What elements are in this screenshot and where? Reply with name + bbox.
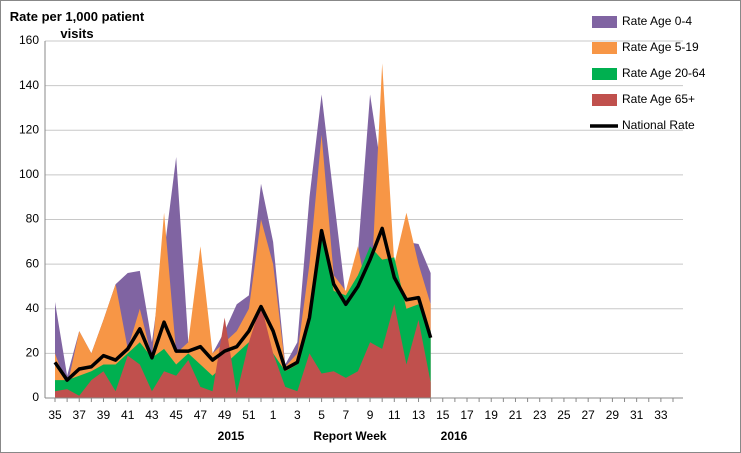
y-tick-label: 40 [26, 301, 40, 315]
x-tick-label: 15 [436, 408, 450, 422]
y-tick-label: 140 [19, 78, 39, 92]
x-tick-label: 3 [294, 408, 301, 422]
legend-label: Rate Age 0-4 [622, 14, 692, 28]
x-tick-label: 5 [318, 408, 325, 422]
x-tick-label: 23 [533, 408, 547, 422]
x-tick-label: 35 [48, 408, 62, 422]
x-tick-label: 31 [630, 408, 644, 422]
y-axis-label: Rate per 1,000 patient visits [9, 9, 145, 41]
x-axis-label: Report Week [313, 429, 386, 443]
x-tick-label: 9 [367, 408, 374, 422]
x-tick-label: 13 [412, 408, 426, 422]
x-tick-label: 51 [242, 408, 256, 422]
x-tick-label: 27 [581, 408, 595, 422]
x-tick-label: 41 [121, 408, 135, 422]
year-annotation: 2015 [218, 429, 245, 443]
y-tick-label: 160 [19, 33, 39, 47]
x-tick-label: 39 [97, 408, 111, 422]
x-tick-label: 37 [73, 408, 87, 422]
legend-swatch [592, 68, 617, 80]
x-tick-label: 7 [342, 408, 349, 422]
y-tick-label: 80 [26, 212, 40, 226]
x-tick-label: 21 [509, 408, 523, 422]
x-tick-label: 47 [194, 408, 208, 422]
y-tick-label: 60 [26, 256, 40, 270]
x-tick-label: 33 [654, 408, 668, 422]
legend-label: National Rate [622, 118, 695, 132]
x-tick-label: 17 [460, 408, 474, 422]
legend-swatch [592, 94, 617, 106]
y-tick-label: 0 [32, 390, 39, 404]
x-tick-label: 43 [145, 408, 159, 422]
legend-swatch [592, 42, 617, 54]
x-tick-label: 25 [557, 408, 571, 422]
y-tick-label: 100 [19, 167, 39, 181]
legend-label: Rate Age 65+ [622, 92, 695, 106]
x-tick-label: 29 [606, 408, 620, 422]
x-tick-label: 45 [169, 408, 183, 422]
area [55, 304, 431, 398]
year-annotation: 2016 [441, 429, 468, 443]
area [55, 237, 431, 398]
y-tick-label: 120 [19, 122, 39, 136]
x-tick-label: 19 [485, 408, 499, 422]
line [53, 226, 433, 382]
legend-swatch [592, 16, 617, 28]
legend-label: Rate Age 20-64 [622, 66, 706, 80]
y-tick-label: 20 [26, 346, 40, 360]
x-tick-label: 11 [388, 408, 401, 422]
legend-label: Rate Age 5-19 [622, 40, 699, 54]
x-tick-label: 1 [270, 408, 277, 422]
x-tick-label: 49 [218, 408, 232, 422]
